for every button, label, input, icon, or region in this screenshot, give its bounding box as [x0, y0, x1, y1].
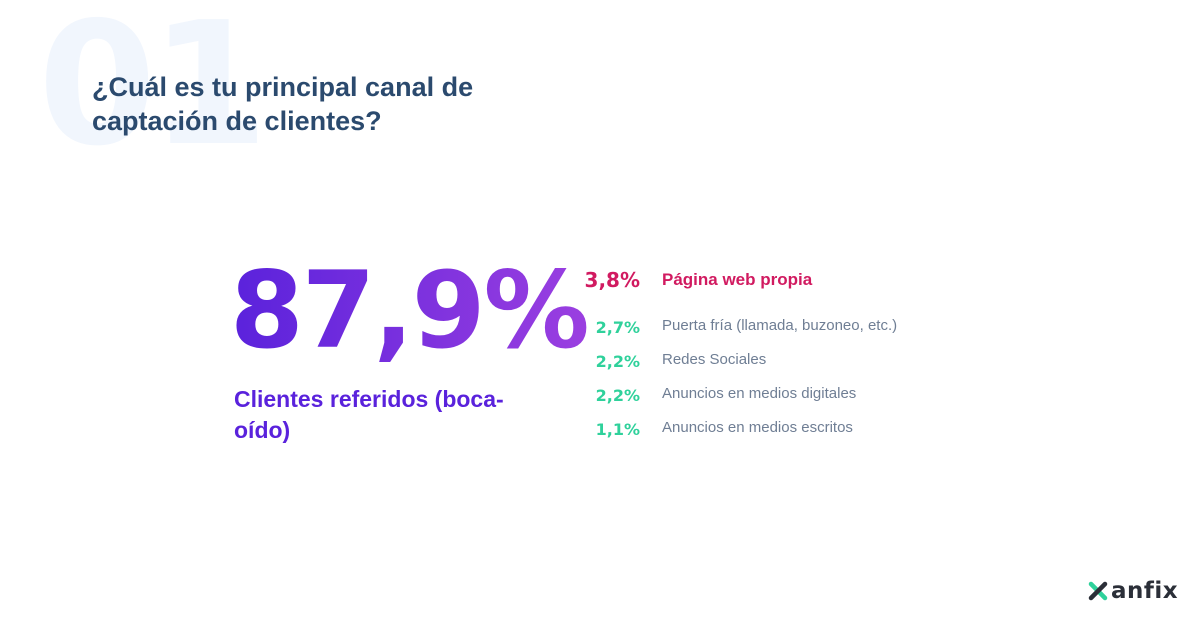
background-number: 01 [38, 0, 269, 184]
item-label: Página web propia [662, 270, 813, 289]
item-label: Anuncios en medios escritos [662, 419, 853, 436]
logo-text: anfix [1111, 578, 1179, 604]
item-value: 2,7% [595, 318, 640, 337]
item-value: 1,1% [595, 420, 640, 439]
logo-x-icon [1088, 581, 1108, 601]
main-percentage: 87,9% [230, 258, 590, 364]
main-stat-label: Clientes referidos (boca-oído) [234, 386, 504, 443]
page-title: ¿Cuál es tu principal canal de captación… [92, 72, 474, 136]
main-percentage-value: 87,9% [230, 249, 590, 372]
item-label: Redes Sociales [662, 351, 767, 368]
item-value: 2,2% [595, 386, 640, 405]
item-value: 2,2% [595, 352, 640, 371]
item-label: Puerta fría (llamada, buzoneo, etc.) [662, 317, 898, 334]
item-value: 3,8% [584, 268, 640, 292]
item-label: Anuncios en medios digitales [662, 385, 857, 402]
brand-logo: anfix [1088, 578, 1178, 604]
